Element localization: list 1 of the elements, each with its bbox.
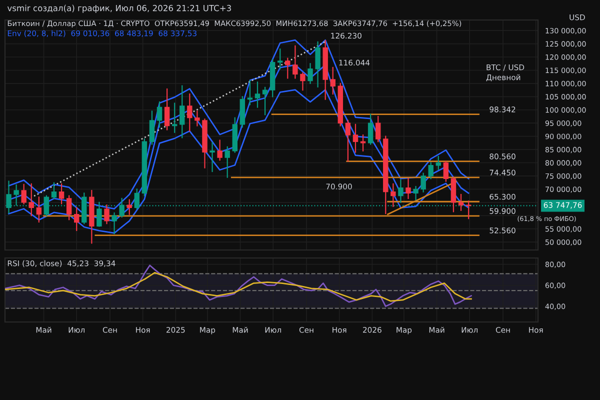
chart-title: vsmir создал(а) график, Июл 06, 2026 21:21 UTC+3: [7, 4, 231, 13]
